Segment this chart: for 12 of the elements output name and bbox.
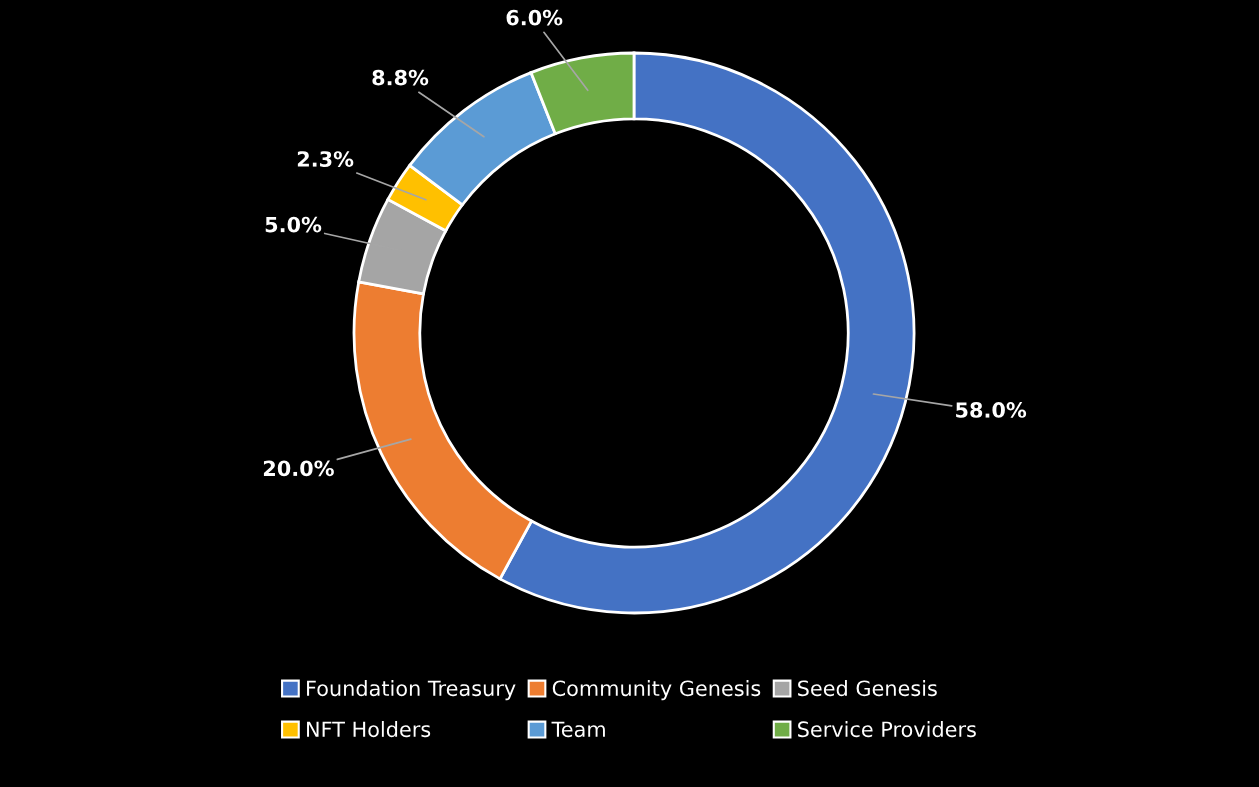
data-label: 2.3% (297, 151, 354, 167)
data-label: 58.0% (956, 402, 1027, 418)
legend-label: Seed Genesis (798, 680, 937, 697)
legend-label: Foundation Treasury (307, 680, 516, 701)
data-label: 6.0% (506, 9, 563, 26)
data-label: 8.8% (372, 69, 429, 86)
data-label: 20.0% (263, 460, 334, 477)
legend-label: NFT Holders (307, 721, 431, 738)
legend-label: Team (551, 721, 605, 738)
data-label: 5.0% (265, 216, 322, 233)
legend-label: Service Providers (798, 721, 976, 738)
legend-label: Community Genesis (552, 680, 761, 701)
